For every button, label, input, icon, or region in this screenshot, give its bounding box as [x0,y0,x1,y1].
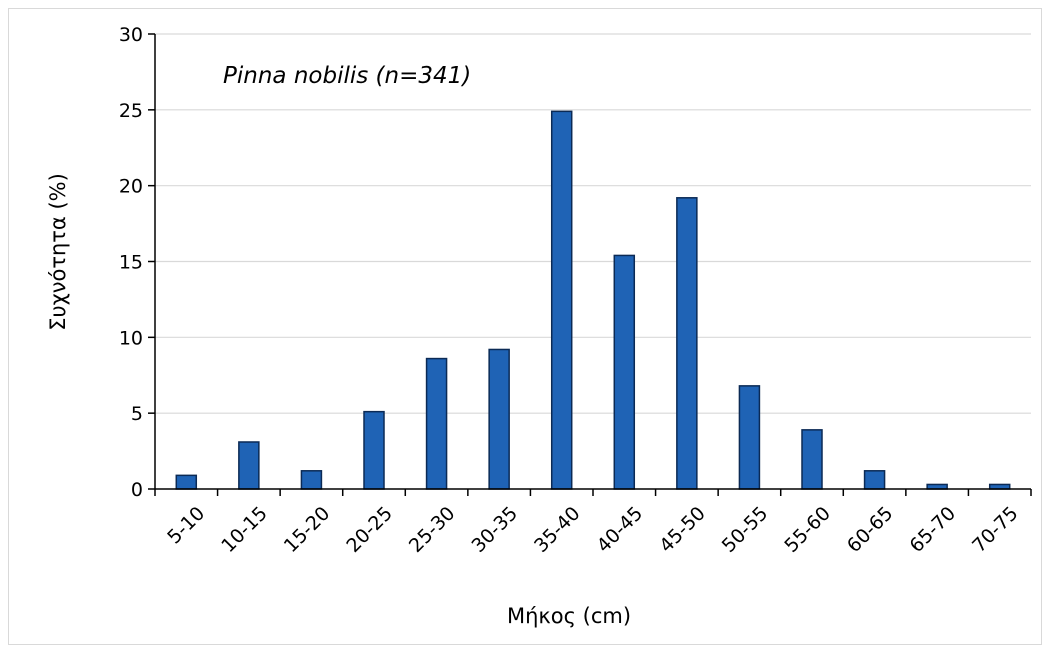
x-tick-label: 70-75 [968,502,1023,557]
x-tick-label: 35-40 [530,502,585,557]
x-tick-label: 25-30 [405,502,460,557]
x-tick-label: 40-45 [593,502,648,557]
y-tick-label: 15 [119,252,143,274]
x-axis-title: Μήκος (cm) [507,604,631,628]
x-tick-label: 30-35 [467,502,522,557]
chart-frame: 0 5 10 15 20 25 30 5-10 10-15 15-20 20-25 25-30 30-… [8,8,1042,645]
chart-annotation: Pinna nobilis (n=341) [223,63,471,89]
bar [613,254,636,490]
bar [300,470,323,490]
bar [488,348,510,490]
bar [801,429,823,490]
y-tick-label: 5 [131,403,143,425]
gridlines [155,33,1031,414]
x-tick-label: 15-20 [280,502,335,557]
x-tick-label: 60-65 [843,502,898,557]
y-tick-label: 10 [119,327,143,349]
x-tick-label: 45-50 [655,502,710,557]
y-tick-label: 25 [119,100,143,122]
y-tick-labels: 0 5 10 15 20 25 30 [119,24,143,501]
bar [238,441,260,490]
bar [863,470,886,490]
x-tick-label: 10-15 [217,502,272,557]
x-tick-label: 65-70 [905,502,960,557]
bar [363,410,385,490]
y-tick-label: 0 [131,479,143,501]
bars [175,110,1011,490]
bar [175,474,198,490]
y-tick-label: 20 [119,176,143,198]
x-tick-label: 20-25 [342,502,397,557]
x-tick-label: 50-55 [718,502,773,557]
y-axis-title: Συχνότητα (%) [46,173,70,331]
bar-chart: 0 5 10 15 20 25 30 5-10 10-15 15-20 20-25 25-30 30-… [46,24,1032,628]
x-tick-label: 5-10 [163,502,209,548]
x-tick-labels: 5-10 10-15 15-20 20-25 25-30 30-35 35-40 40-45 4… [163,502,1022,557]
x-tick-label: 55-60 [780,502,835,557]
bar [425,357,448,490]
bar [550,110,573,490]
y-tick-label: 30 [119,24,143,46]
bar [738,385,761,490]
bar [676,197,698,490]
axes [148,33,1032,496]
